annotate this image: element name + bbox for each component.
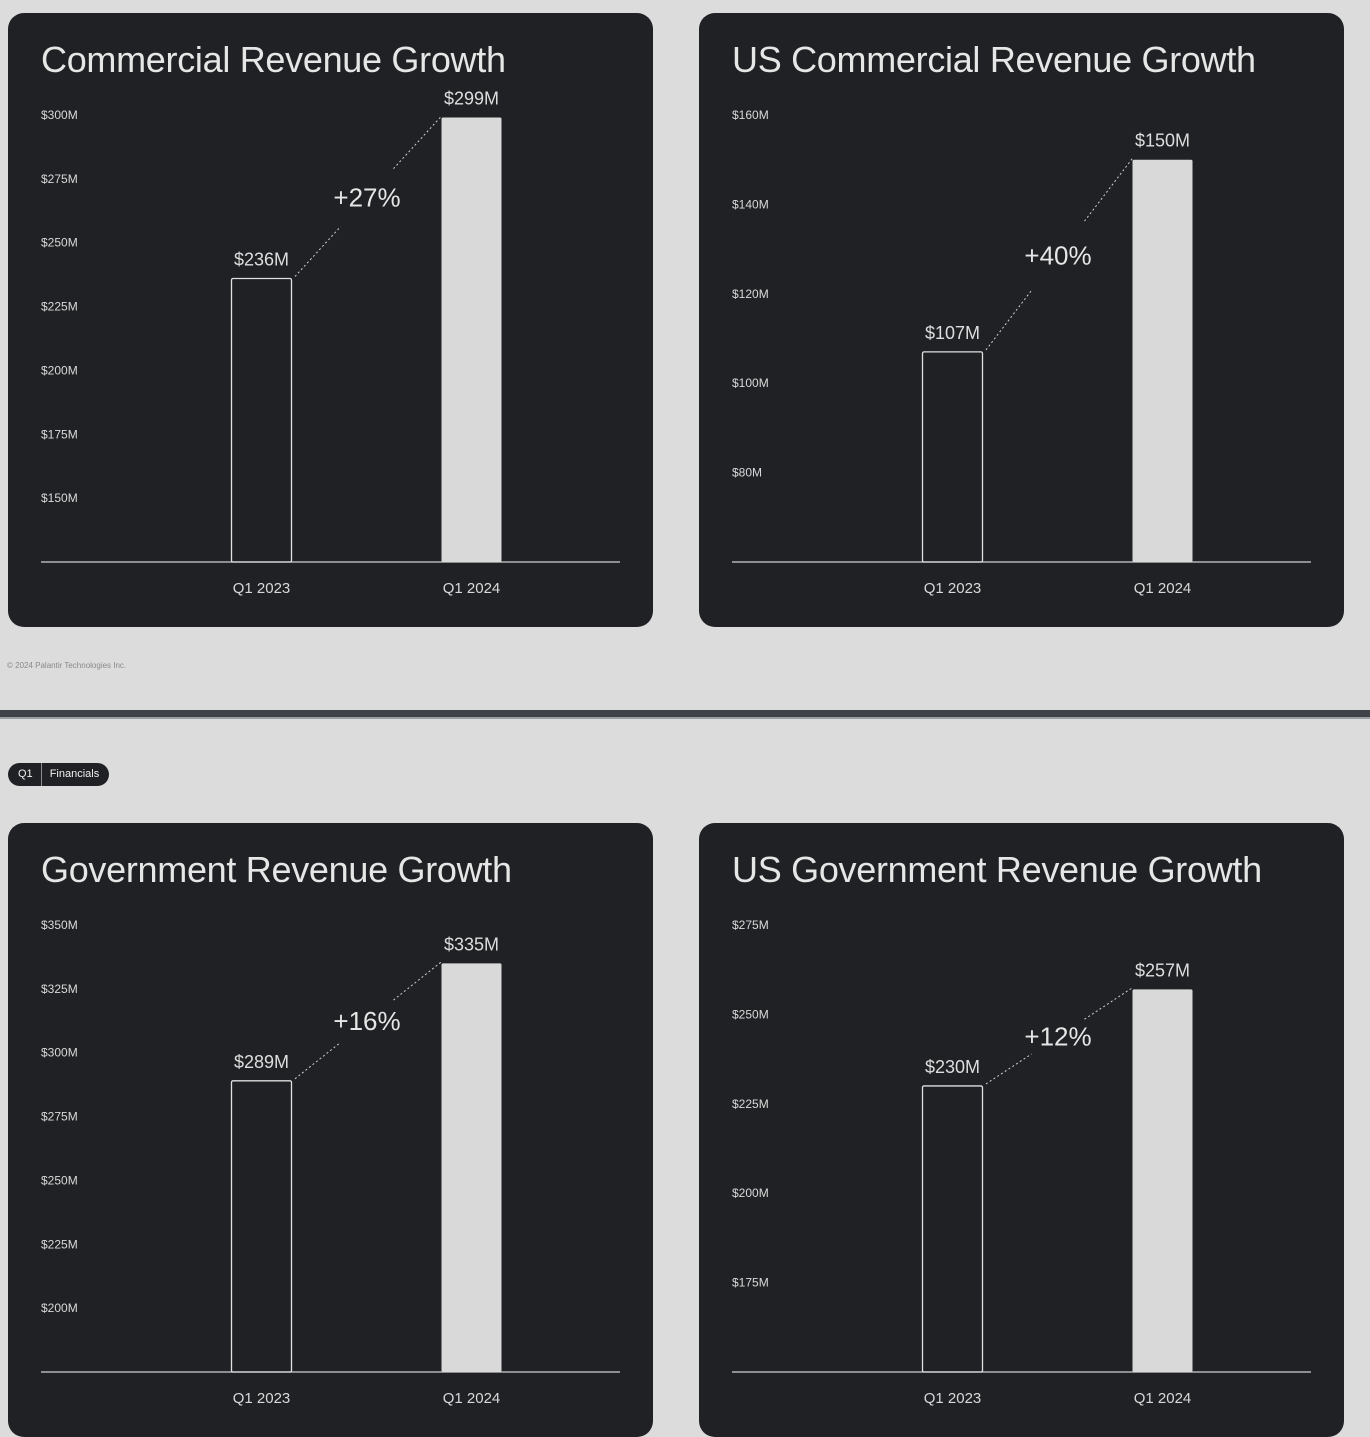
x-tick-label: Q1 2024 bbox=[1134, 580, 1192, 597]
bar bbox=[1132, 989, 1193, 1372]
growth-connector bbox=[985, 290, 1032, 351]
y-tick-label: $140M bbox=[732, 197, 769, 211]
bar-value-label: $230M bbox=[925, 1057, 980, 1077]
x-tick-label: Q1 2023 bbox=[233, 1390, 291, 1407]
y-tick-label: $150M bbox=[41, 491, 78, 505]
bar-value-label: $236M bbox=[234, 249, 289, 269]
y-tick-label: $250M bbox=[41, 236, 78, 250]
bar bbox=[441, 117, 502, 562]
y-tick-label: $350M bbox=[41, 918, 78, 932]
y-tick-label: $120M bbox=[732, 287, 769, 301]
chart-title: US Commercial Revenue Growth bbox=[732, 39, 1256, 80]
us-commercial-revenue-chart: $80M $100M $120M $140M $160M $107M Q1 2023 $150… bbox=[732, 108, 1311, 597]
commercial-revenue-chart: $150M $175M $200M $225M $250M $275M $300M $236M… bbox=[41, 89, 620, 597]
growth-connector bbox=[985, 1053, 1032, 1085]
y-tick-label: $175M bbox=[732, 1276, 769, 1290]
x-tick-label: Q1 2023 bbox=[924, 580, 982, 597]
y-tick-label: $300M bbox=[41, 1046, 78, 1060]
y-tick-label: $225M bbox=[732, 1097, 769, 1111]
y-tick-label: $275M bbox=[41, 172, 78, 186]
y-tick-label: $175M bbox=[41, 427, 78, 441]
growth-percent-label: +12% bbox=[1024, 1022, 1091, 1052]
growth-connector bbox=[294, 1041, 341, 1080]
growth-connector bbox=[1084, 157, 1134, 222]
pill-separator bbox=[40, 763, 42, 786]
x-tick-label: Q1 2024 bbox=[443, 1390, 501, 1407]
y-tick-label: $225M bbox=[41, 300, 78, 314]
y-tick-label: $200M bbox=[41, 363, 78, 377]
page-divider-line bbox=[0, 717, 1370, 719]
growth-connector bbox=[294, 226, 341, 277]
chart-title: Commercial Revenue Growth bbox=[41, 39, 506, 80]
pill-quarter: Q1 bbox=[18, 768, 33, 780]
y-tick-label: $160M bbox=[732, 108, 769, 122]
x-tick-label: Q1 2023 bbox=[924, 1390, 982, 1407]
commercial-revenue-card: Commercial Revenue Growth $150M $175M $200… bbox=[8, 13, 653, 627]
y-tick-label: $250M bbox=[732, 1007, 769, 1021]
bar-value-label: $107M bbox=[925, 323, 980, 343]
bar bbox=[230, 277, 293, 563]
bar bbox=[441, 963, 502, 1372]
bar-value-label: $150M bbox=[1135, 131, 1190, 151]
y-tick-label: $80M bbox=[732, 466, 762, 480]
bar bbox=[921, 1085, 984, 1373]
copyright-footer: © 2024 Palantir Technologies Inc. bbox=[7, 661, 127, 670]
y-tick-label: $200M bbox=[41, 1301, 78, 1315]
bar bbox=[230, 1080, 293, 1373]
pill-section: Financials bbox=[49, 768, 100, 780]
bar bbox=[921, 351, 984, 563]
growth-connector bbox=[1084, 986, 1134, 1020]
bar bbox=[1132, 159, 1193, 562]
x-tick-label: Q1 2024 bbox=[1134, 1390, 1192, 1407]
government-revenue-chart: $200M $225M $250M $275M $300M $325M $350M $289M… bbox=[41, 918, 620, 1407]
y-tick-label: $225M bbox=[41, 1237, 78, 1251]
page-divider bbox=[0, 710, 1370, 718]
us-commercial-revenue-card: US Commercial Revenue Growth $80M $100M $1… bbox=[699, 13, 1344, 627]
bar-value-label: $299M bbox=[444, 89, 499, 109]
government-revenue-card: Government Revenue Growth $200M $225M $250… bbox=[8, 823, 653, 1437]
x-tick-label: Q1 2023 bbox=[233, 580, 291, 597]
growth-percent-label: +40% bbox=[1024, 241, 1091, 271]
section-pill: Q1 Financials bbox=[8, 763, 110, 786]
growth-percent-label: +16% bbox=[333, 1006, 400, 1036]
y-tick-label: $200M bbox=[732, 1186, 769, 1200]
bar-value-label: $257M bbox=[1135, 960, 1190, 980]
chart-title: US Government Revenue Growth bbox=[732, 849, 1262, 890]
bar-value-label: $335M bbox=[444, 934, 499, 954]
y-tick-label: $250M bbox=[41, 1173, 78, 1187]
y-tick-label: $325M bbox=[41, 982, 78, 996]
y-tick-label: $275M bbox=[732, 918, 769, 932]
x-tick-label: Q1 2024 bbox=[443, 580, 501, 597]
y-tick-label: $100M bbox=[732, 376, 769, 390]
growth-percent-label: +27% bbox=[333, 183, 400, 213]
y-tick-label: $275M bbox=[41, 1110, 78, 1124]
growth-connector bbox=[393, 960, 443, 1001]
chart-title: Government Revenue Growth bbox=[41, 849, 512, 890]
y-tick-label: $300M bbox=[41, 108, 78, 122]
bar-value-label: $289M bbox=[234, 1052, 289, 1072]
us-government-revenue-card: US Government Revenue Growth $175M $200M $… bbox=[699, 823, 1344, 1437]
growth-connector bbox=[393, 115, 443, 169]
us-government-revenue-chart: $175M $200M $225M $250M $275M $230M Q1 2023 $25… bbox=[732, 918, 1311, 1407]
